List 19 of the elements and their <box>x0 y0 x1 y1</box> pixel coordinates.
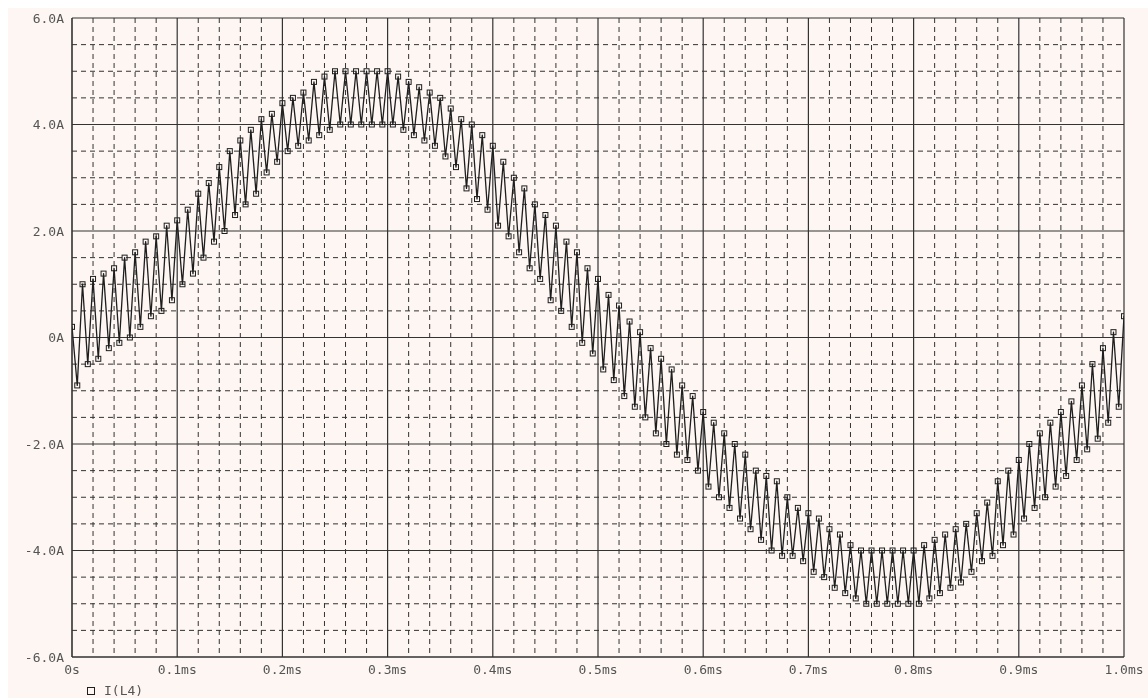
x-tick-label: 0.8ms <box>894 662 934 678</box>
x-tick-label: 0s <box>64 662 80 678</box>
x-tick-label: 0.6ms <box>683 662 723 678</box>
x-tick-label: 0.5ms <box>578 662 618 678</box>
y-tick-label: -4.0A <box>24 543 65 559</box>
x-tick-label: 0.4ms <box>473 662 513 678</box>
y-tick-label: 0A <box>48 330 65 346</box>
x-tick-label: 1.0ms <box>1104 662 1144 678</box>
x-tick-label: 0.3ms <box>368 662 408 678</box>
x-tick-label: 0.1ms <box>157 662 197 678</box>
x-tick-label: 0.9ms <box>999 662 1039 678</box>
x-tick-label: 0.7ms <box>788 662 828 678</box>
y-tick-label: 6.0A <box>32 10 65 26</box>
x-tick-label: 0.2ms <box>262 662 302 678</box>
legend-label: I(L4) <box>104 683 144 698</box>
y-tick-label: 4.0A <box>32 117 65 133</box>
y-tick-label: -6.0A <box>24 649 65 665</box>
y-tick-label: 2.0A <box>32 223 65 239</box>
y-tick-label: -2.0A <box>24 436 65 452</box>
